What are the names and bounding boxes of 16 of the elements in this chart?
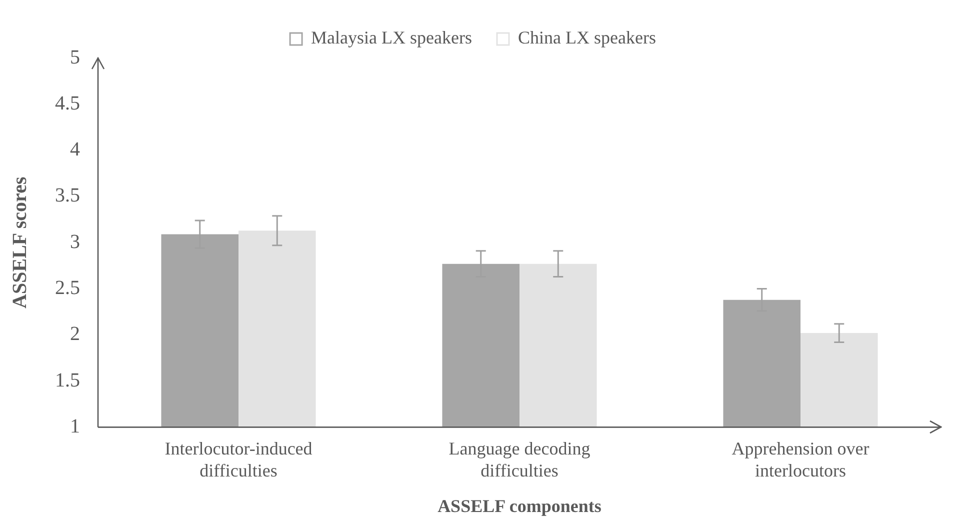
y-tick-label: 4.5 [55, 92, 80, 114]
y-tick-label: 5 [70, 46, 80, 68]
y-axis-title: ASSELF scores [9, 176, 32, 308]
y-tick-label: 3 [70, 230, 80, 253]
x-tick-label: Language decoding difficulties [448, 438, 590, 480]
x-axis-title: ASSELF components [438, 496, 602, 516]
y-tick-label: 4 [70, 138, 80, 161]
y-tick-label: 1 [70, 415, 80, 438]
y-tick-label: 2.5 [55, 277, 80, 299]
x-tick-label: Apprehension over interlocutors [732, 438, 870, 480]
legend-label: China LX speakers [518, 28, 656, 48]
y-tick-label: 2 [70, 323, 80, 346]
y-tick-label: 3.5 [55, 184, 80, 207]
x-tick-label: Interlocutor-induced difficulties [164, 438, 312, 480]
legend-label: Malaysia LX speakers [311, 28, 472, 48]
y-tick-label: 1.5 [55, 369, 80, 392]
